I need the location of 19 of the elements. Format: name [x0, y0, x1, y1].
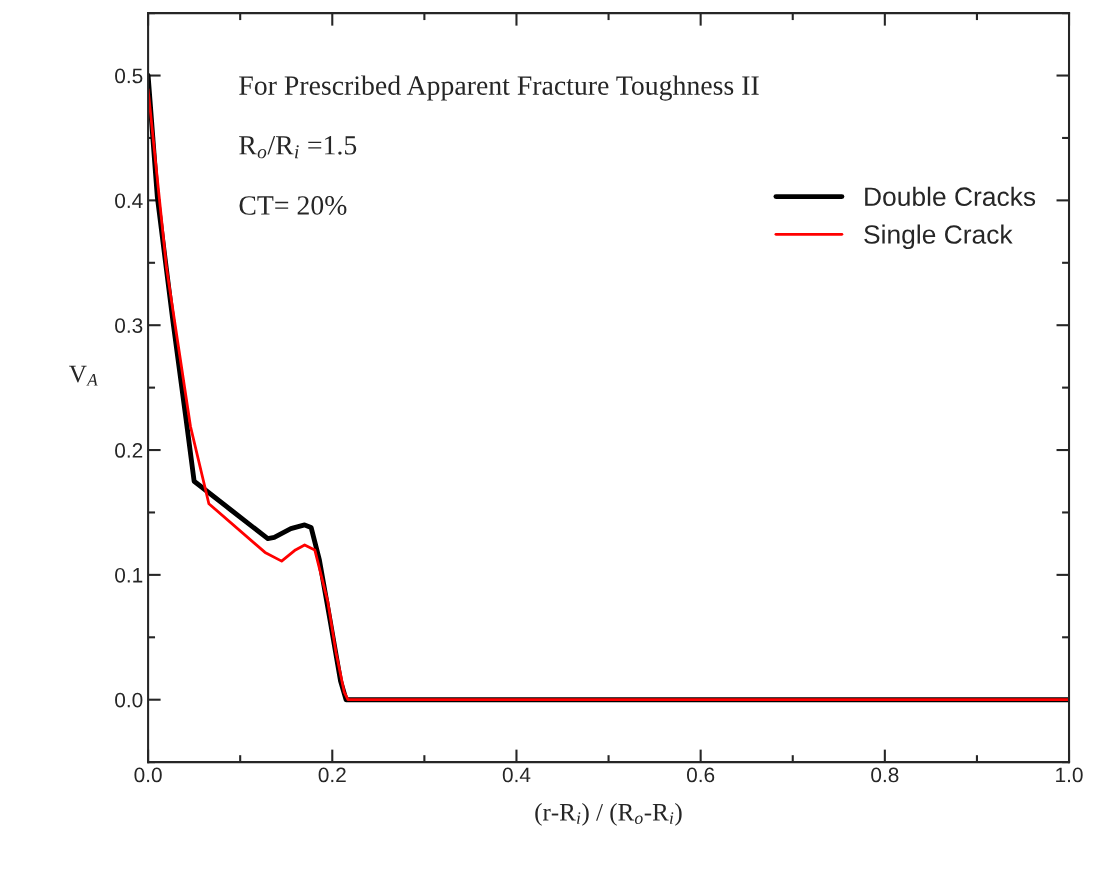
annotation: R$_{o}$/R$_{i}$ =1.5 [239, 136, 357, 159]
annotation: For Prescribed Apparent Fracture Toughness II [239, 75, 759, 101]
x-tick-label: 0.0 [134, 767, 162, 783]
y-tick-label: 0.3 [115, 318, 143, 333]
x-tick-label: 0.4 [502, 767, 531, 783]
x-tick-label: 0.2 [318, 767, 346, 783]
annotation: CT= 20% [239, 196, 347, 215]
y-tick-label: 0.5 [115, 68, 143, 84]
y-axis-title: V$_{A}$ [69, 365, 98, 386]
legend-label: Double Cracks [865, 186, 1036, 207]
x-axis-title: (r-R$_{i}$) / (R$_{o}$-R$_{i}$) [535, 803, 682, 826]
y-tick-label: 0.4 [115, 193, 143, 209]
x-tick-label: 1.0 [1056, 767, 1083, 783]
x-tick-label: 0.8 [871, 767, 899, 783]
y-tick-label: 0.1 [115, 567, 143, 583]
y-tick-label: 0.2 [115, 443, 143, 458]
y-tick-label: 0.0 [115, 692, 143, 708]
legend-label: Single Crack [864, 224, 1013, 250]
x-tick-label: 0.6 [686, 767, 715, 783]
